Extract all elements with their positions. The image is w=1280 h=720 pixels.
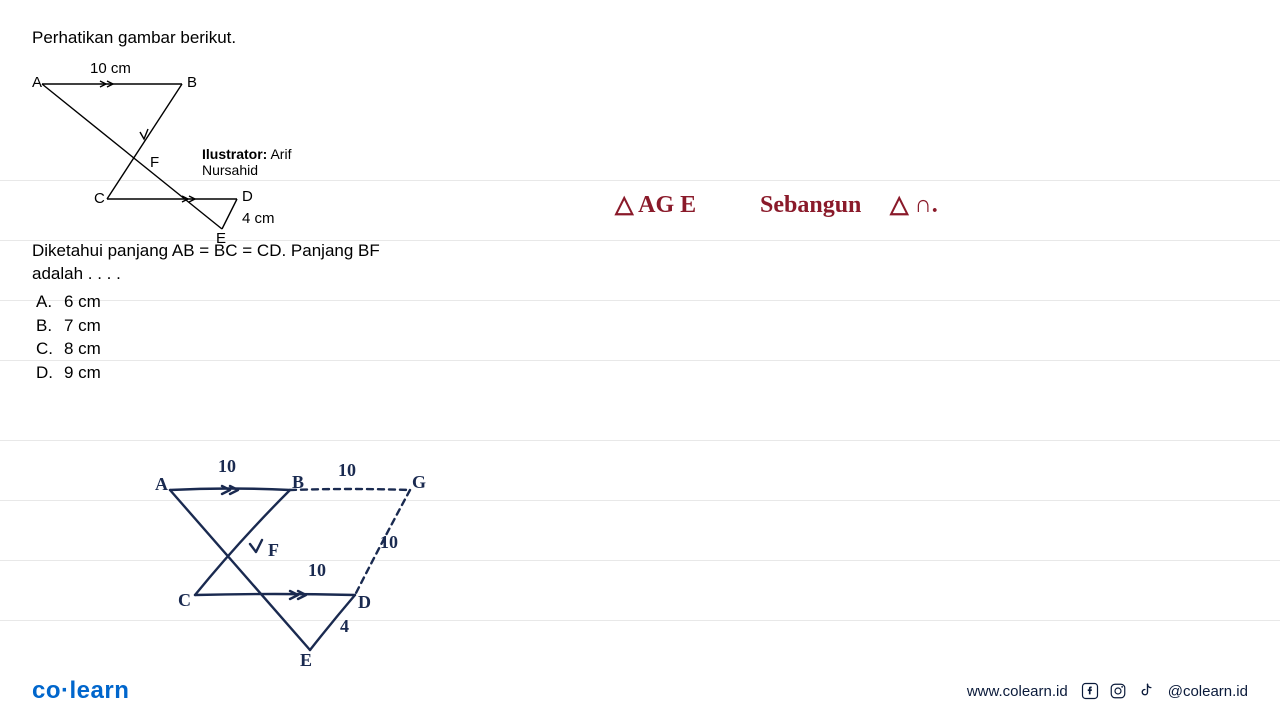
footer: co·learn www.colearn.id @colearn.id — [0, 676, 1280, 706]
option-a: A.6 cm — [36, 290, 452, 314]
original-diagram: A B C D E F 10 cm 4 cm Ilustrator: Arif … — [32, 54, 292, 234]
sketch-label-b: B — [292, 472, 304, 493]
option-d: D.9 cm — [36, 361, 452, 385]
option-c: C.8 cm — [36, 337, 452, 361]
question-text: Diketahui panjang AB = BC = CD. Panjang … — [32, 240, 452, 286]
social-icons — [1080, 681, 1156, 701]
sketch-len-4: 4 — [340, 616, 349, 637]
sketch-label-g: G — [412, 472, 426, 493]
handwriting-notes: △ AG E Sebangun △ ∩. — [460, 180, 1260, 270]
tiktok-icon — [1136, 681, 1156, 701]
diagram-label-d: D — [242, 188, 253, 205]
diagram-length-ab: 10 cm — [90, 60, 131, 77]
hw-segment-2: Sebangun — [760, 192, 861, 219]
social-handle: @colearn.id — [1168, 683, 1248, 700]
diagram-label-f: F — [150, 154, 159, 171]
answer-options: A.6 cm B.7 cm C.8 cm D.9 cm — [32, 290, 452, 385]
diagram-label-a: A — [32, 74, 42, 91]
sketch-label-f: F — [268, 540, 279, 561]
sketch-label-c: C — [178, 590, 191, 611]
colearn-logo: co·learn — [32, 677, 129, 705]
sketch-len-10b: 10 — [338, 460, 356, 481]
sketch-label-e: E — [300, 650, 312, 671]
option-b: B.7 cm — [36, 314, 452, 338]
sketch-label-a: A — [155, 474, 168, 495]
facebook-icon — [1080, 681, 1100, 701]
illustrator-credit: Ilustrator: Arif Nursahid — [202, 146, 292, 178]
diagram-label-b: B — [187, 74, 197, 91]
diagram-label-e: E — [216, 230, 226, 247]
diagram-label-c: C — [94, 190, 105, 207]
diagram-length-de: 4 cm — [242, 210, 275, 227]
sketch-label-d: D — [358, 592, 371, 613]
sketch-len-10c: 10 — [308, 560, 326, 581]
sketch-len-10a: 10 — [218, 456, 236, 477]
hand-sketch: A B G C D E F 10 10 10 10 4 — [100, 440, 460, 670]
question-title: Perhatikan gambar berikut. — [32, 28, 452, 48]
hw-segment-1: △ AG E — [615, 190, 696, 219]
hw-segment-3: △ ∩. — [890, 190, 938, 219]
sketch-len-10d: 10 — [380, 532, 398, 553]
instagram-icon — [1108, 681, 1128, 701]
website-url: www.colearn.id — [967, 683, 1068, 700]
question-block: Perhatikan gambar berikut. A B C D E — [32, 28, 452, 385]
